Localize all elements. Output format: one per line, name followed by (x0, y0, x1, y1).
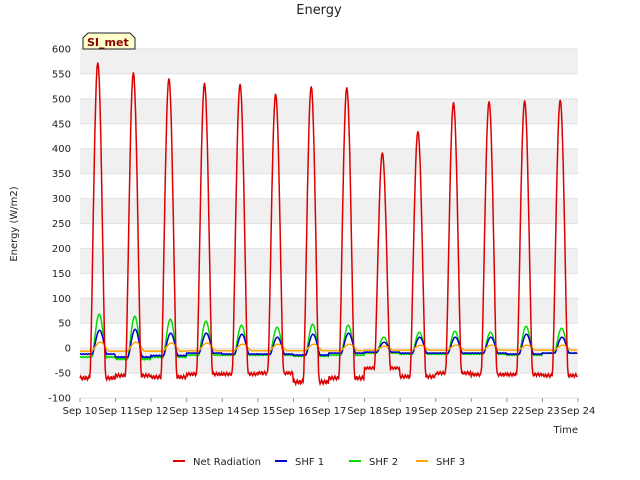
y-tick-label: 550 (52, 69, 71, 80)
series-line-shf-1 (79, 328, 578, 359)
y-axis-ticks: -100 -50 0 50 100 150 200 250 300 350 400 450 500 550… (48, 45, 71, 405)
x-tick-label: Sep 12 (134, 406, 169, 417)
x-tick-label: Sep 24 (561, 406, 596, 417)
series-line-shf-3 (79, 341, 578, 353)
site-label-box (82, 32, 136, 50)
chart-title: Energy (296, 3, 342, 18)
x-tick-label: Sep 10 (63, 406, 98, 417)
grid-band (80, 198, 578, 224)
x-tick-label: Sep 14 (205, 406, 240, 417)
y-tick-label: 0 (65, 344, 71, 355)
legend-label: SHF 2 (369, 457, 398, 468)
x-tick-label: Sep 23 (525, 406, 560, 417)
grid-band (80, 98, 578, 124)
series-layer (79, 62, 578, 387)
y-tick-label: 100 (52, 294, 71, 305)
y-tick-label: -50 (55, 369, 71, 380)
x-tick-label: Sep 13 (169, 406, 204, 417)
grid-band (80, 298, 578, 324)
x-tick-label: Sep 11 (98, 406, 133, 417)
y-tick-label: 250 (52, 219, 71, 230)
y-tick-label: 450 (52, 119, 71, 130)
y-axis-title: Energy (W/m2) (9, 186, 20, 261)
y-tick-label: 350 (52, 169, 71, 180)
y-tick-label: 150 (52, 269, 71, 280)
y-tick-label: 300 (52, 194, 71, 205)
legend: Net Radiation SHF 1 SHF 2 SHF 3 (173, 457, 465, 468)
legend-label: SHF 3 (436, 457, 465, 468)
grid-band (80, 148, 578, 174)
y-tick-label: 200 (52, 244, 71, 255)
y-tick-label: 600 (52, 45, 71, 56)
grid-band (80, 49, 578, 74)
x-tick-label: Sep 20 (418, 406, 453, 417)
x-axis-title: Time (553, 425, 578, 436)
legend-label: SHF 1 (295, 457, 324, 468)
x-tick-label: Sep 21 (454, 406, 489, 417)
x-tick-label: Sep 22 (489, 406, 524, 417)
x-tick-label: Sep 19 (383, 406, 418, 417)
x-tick-label: Sep 16 (276, 406, 311, 417)
legend-label: Net Radiation (193, 457, 261, 468)
x-tick-label: Sep 15 (240, 406, 275, 417)
y-tick-label: 50 (58, 319, 71, 330)
series-line-net-radiation (79, 62, 578, 387)
y-tick-label: 400 (52, 144, 71, 155)
grid-band (80, 248, 578, 274)
y-tick-label: 500 (52, 94, 71, 105)
y-tick-label: -100 (48, 394, 71, 405)
x-tick-label: Sep 18 (347, 406, 382, 417)
x-axis-ticks: Sep 10 Sep 11 Sep 12 Sep 13 Sep 14 Sep 15 Sep … (63, 398, 596, 417)
grid-bands (80, 48, 578, 399)
site-label-text: SI_met (87, 36, 129, 49)
site-label: SI_met (82, 32, 136, 50)
x-tick-label: Sep 17 (312, 406, 347, 417)
